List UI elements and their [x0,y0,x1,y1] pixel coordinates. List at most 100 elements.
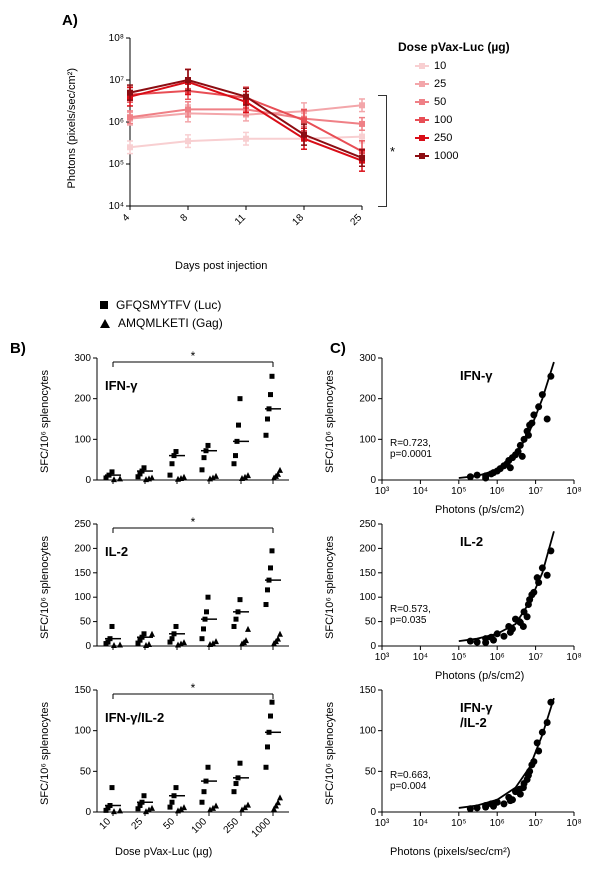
svg-text:0: 0 [370,475,376,486]
panel-c-ylabel: SFC/10⁶ splenocytes [324,536,336,639]
svg-text:200: 200 [359,543,376,554]
panel-b-plot: 0 100 200 300 * [55,350,295,510]
legend-row: 10 [412,60,446,72]
panel-c-title: IFN-γ/IL-2 [460,700,493,730]
legend-row: 25 [412,78,446,90]
svg-text:10⁴: 10⁴ [413,818,428,829]
svg-text:10⁵: 10⁵ [451,652,466,663]
legend-triangle: AMQMLKETI (Gag) [100,316,223,330]
svg-text:10⁸: 10⁸ [566,818,581,829]
svg-text:8: 8 [178,212,190,224]
triangle-icon [100,319,110,328]
svg-text:250: 250 [222,816,242,836]
sig-bracket-a [378,95,387,207]
svg-text:10⁴: 10⁴ [413,652,428,663]
panel-c-ylabel: SFC/10⁶ splenocytes [324,370,336,473]
svg-text:10⁵: 10⁵ [109,159,124,170]
svg-text:10⁶: 10⁶ [490,486,505,497]
panel-a-ylabel: Photons (pixels/sec/cm²) [66,68,78,188]
svg-text:150: 150 [74,568,91,579]
svg-text:200: 200 [359,394,376,405]
panel-c-stats: R=0.573,p=0.035 [390,604,431,626]
panel-a-xlabel: Days post injection [175,260,267,272]
panel-b-title: IFN-γ/IL-2 [105,710,164,725]
svg-text:200: 200 [74,394,91,405]
legend-square: GFQSMYTFV (Luc) [100,298,221,312]
legend-square-label: GFQSMYTFV (Luc) [116,298,221,312]
svg-text:18: 18 [290,212,306,228]
svg-text:0: 0 [370,807,376,818]
svg-text:*: * [191,515,196,529]
panel-a-chart: 10⁴10⁵10⁶10⁷10⁸48111825 [90,30,370,250]
svg-text:300: 300 [359,353,376,364]
svg-text:300: 300 [74,353,91,364]
svg-text:1000: 1000 [250,816,274,840]
panel-a-label: A) [62,12,78,29]
svg-text:100: 100 [359,434,376,445]
panel-b-plot: 050100150200250* [55,516,295,676]
panel-c-xlabel-short: Photons (p/s/cm2) [435,670,524,682]
svg-text:10⁵: 10⁵ [451,486,466,497]
legend-row: 1000 [412,150,458,162]
svg-text:10³: 10³ [375,652,390,663]
svg-text:250: 250 [74,519,91,530]
svg-text:10⁷: 10⁷ [528,818,543,829]
svg-text:10⁷: 10⁷ [528,652,543,663]
legend-triangle-label: AMQMLKETI (Gag) [118,316,223,330]
panel-c-xlabel-short: Photons (p/s/cm2) [435,504,524,516]
legend-title-dose: Dose pVax-Luc (µg) [398,40,510,54]
svg-text:150: 150 [359,568,376,579]
svg-text:50: 50 [80,766,92,777]
svg-text:10⁸: 10⁸ [109,33,124,44]
panel-b-ylabel: SFC/10⁶ splenocytes [39,702,51,805]
svg-text:100: 100 [190,816,210,836]
svg-text:100: 100 [74,434,91,445]
panel-b-title: IL-2 [105,544,128,559]
legend-row: 50 [412,96,446,108]
svg-text:10⁶: 10⁶ [490,652,505,663]
svg-text:10⁶: 10⁶ [490,818,505,829]
svg-text:10³: 10³ [375,486,390,497]
svg-text:50: 50 [161,816,177,832]
svg-text:25: 25 [129,816,145,832]
svg-text:10⁸: 10⁸ [566,652,581,663]
svg-text:250: 250 [359,519,376,530]
square-icon [100,301,108,309]
panel-b-label: B) [10,340,26,357]
svg-text:4: 4 [120,212,132,224]
svg-text:0: 0 [370,641,376,652]
svg-text:*: * [191,349,196,363]
panel-b-title: IFN-γ [105,378,138,393]
svg-text:*: * [191,681,196,695]
svg-text:10³: 10³ [375,818,390,829]
svg-text:150: 150 [359,685,376,696]
panel-c-xlabel: Photons (pixels/sec/cm²) [390,846,510,858]
panel-c-title: IL-2 [460,534,483,549]
svg-text:100: 100 [359,726,376,737]
panel-c-stats: R=0.723,p=0.0001 [390,438,432,460]
svg-text:10⁷: 10⁷ [109,75,124,86]
panel-c-ylabel: SFC/10⁶ splenocytes [324,702,336,805]
svg-text:100: 100 [74,592,91,603]
svg-text:10: 10 [97,816,113,832]
svg-text:200: 200 [74,543,91,554]
svg-text:10⁸: 10⁸ [566,486,581,497]
svg-text:10⁶: 10⁶ [109,117,124,128]
panel-c-title: IFN-γ [460,368,493,383]
svg-text:50: 50 [365,617,377,628]
svg-text:10⁴: 10⁴ [413,486,428,497]
legend-row: 100 [412,114,452,126]
svg-text:25: 25 [348,212,364,228]
sig-star-a: * [390,144,395,159]
panel-b-ylabel: SFC/10⁶ splenocytes [39,536,51,639]
panel-c-stats: R=0.663,p=0.004 [390,770,431,792]
svg-text:100: 100 [359,592,376,603]
svg-text:0: 0 [85,475,91,486]
legend-row: 250 [412,132,452,144]
svg-text:0: 0 [85,807,91,818]
panel-b-ylabel: SFC/10⁶ splenocytes [39,370,51,473]
svg-text:11: 11 [233,212,248,227]
svg-text:10⁷: 10⁷ [528,486,543,497]
svg-text:50: 50 [80,617,92,628]
panel-b-plot: 0501001501025501002501000* [55,682,295,842]
